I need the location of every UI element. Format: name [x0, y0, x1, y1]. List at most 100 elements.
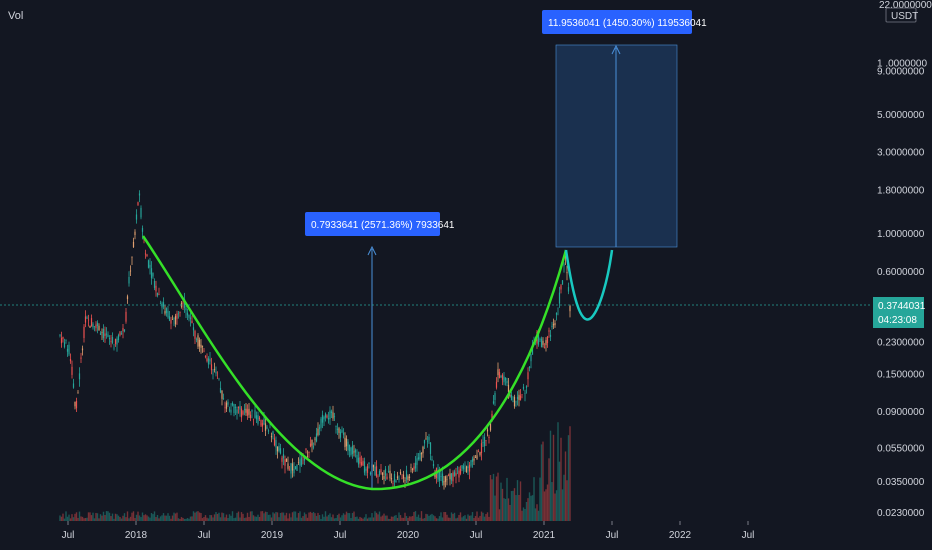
candle-body	[548, 330, 550, 332]
candle-body	[75, 400, 78, 409]
volume-bar	[456, 517, 459, 521]
candle-body	[231, 402, 234, 406]
volume-bar	[266, 512, 268, 521]
measure-label-2-box	[542, 10, 692, 34]
volume-bar	[489, 475, 492, 521]
candle-body	[234, 407, 237, 408]
volume-bar	[285, 512, 288, 521]
candle-body	[114, 338, 117, 344]
candle-body	[251, 409, 253, 412]
volume-bar	[267, 514, 270, 521]
candle-body	[419, 452, 421, 460]
candle-body	[240, 408, 243, 418]
candle-body	[476, 455, 478, 459]
volume-bar	[390, 516, 393, 521]
candle-body	[297, 462, 300, 463]
candle-body	[219, 387, 222, 393]
candle-body	[248, 408, 250, 415]
candle-body	[105, 333, 108, 335]
candle-body	[257, 415, 259, 424]
volume-bar	[87, 512, 90, 521]
volume-bar	[417, 514, 420, 521]
volume-bar	[221, 512, 223, 521]
volume-bar	[261, 511, 264, 521]
volume-bar	[569, 426, 571, 521]
candle-body	[227, 401, 229, 405]
volume-bar	[183, 518, 186, 521]
candle-body	[495, 381, 498, 388]
volume-bar	[146, 515, 148, 521]
candle-body	[201, 345, 204, 347]
volume-bar	[510, 491, 513, 521]
candle-body	[185, 308, 187, 311]
candle-body	[330, 411, 333, 413]
volume-bar	[110, 516, 112, 521]
volume-bar	[243, 517, 246, 521]
candle-body	[165, 308, 168, 313]
time-axis[interactable]: Jul 2018 Jul 2019 Jul 2020 Jul 2021 Jul 2022 Jul	[62, 521, 755, 541]
volume-bar	[566, 480, 568, 521]
volume-bar	[377, 514, 379, 521]
candle-body	[146, 254, 148, 257]
volume-bar	[272, 512, 274, 521]
volume-bar	[567, 435, 570, 521]
volume-bar	[536, 504, 538, 521]
volume-bar	[501, 488, 504, 521]
candle-body	[174, 316, 177, 325]
volume-bar	[360, 517, 363, 521]
volume-bar	[197, 511, 199, 521]
candle-body	[242, 411, 244, 415]
volume-bar	[290, 517, 292, 521]
candle-body	[456, 467, 459, 469]
volume-bar	[170, 518, 172, 521]
volume-bar	[372, 517, 375, 521]
volume-bar	[455, 518, 457, 521]
volume-bar	[95, 512, 97, 521]
candle-body	[408, 476, 411, 478]
volume-bar	[561, 489, 564, 521]
candle-body	[491, 413, 493, 421]
volume-bar	[230, 515, 232, 521]
volume-bar	[195, 511, 198, 521]
volume-bar	[405, 516, 408, 521]
candle-body	[188, 314, 190, 318]
candle-body	[395, 480, 397, 482]
projection-curve	[564, 249, 614, 321]
candle-body	[266, 426, 268, 429]
candle-body	[339, 431, 342, 438]
volume-bar	[131, 512, 133, 521]
candle-body	[186, 312, 189, 316]
volume-bar	[150, 512, 153, 521]
time-tick-label: Jul	[198, 530, 211, 541]
candle-body	[515, 401, 517, 403]
measure-arrow-target-head	[611, 44, 621, 55]
candle-body	[152, 272, 154, 277]
candle-body	[360, 462, 363, 466]
candle-body	[555, 313, 558, 315]
volume-bar	[366, 518, 369, 521]
candle-body	[236, 409, 238, 414]
volume-bar	[471, 512, 474, 521]
cup-curve	[141, 235, 568, 491]
volume-bar	[296, 517, 298, 521]
volume-bar	[321, 514, 324, 521]
volume-bar	[249, 511, 252, 521]
volume-bar	[185, 518, 187, 521]
candle-body	[243, 409, 246, 410]
candle-body	[497, 369, 499, 376]
volume-bar	[557, 422, 559, 521]
candle-body	[413, 466, 415, 470]
price-tick-label: 0.0550000	[877, 444, 925, 455]
candle-body	[308, 451, 310, 453]
currency-badge[interactable]: USDT	[891, 11, 918, 22]
volume-bar	[227, 518, 229, 521]
volume-bar	[495, 476, 498, 521]
volume-bar	[216, 513, 219, 521]
time-tick-label: 2021	[533, 530, 556, 541]
volume-bar	[398, 512, 400, 521]
volume-bar	[483, 516, 486, 521]
volume-bar	[279, 512, 282, 521]
volume-bar	[126, 511, 129, 521]
